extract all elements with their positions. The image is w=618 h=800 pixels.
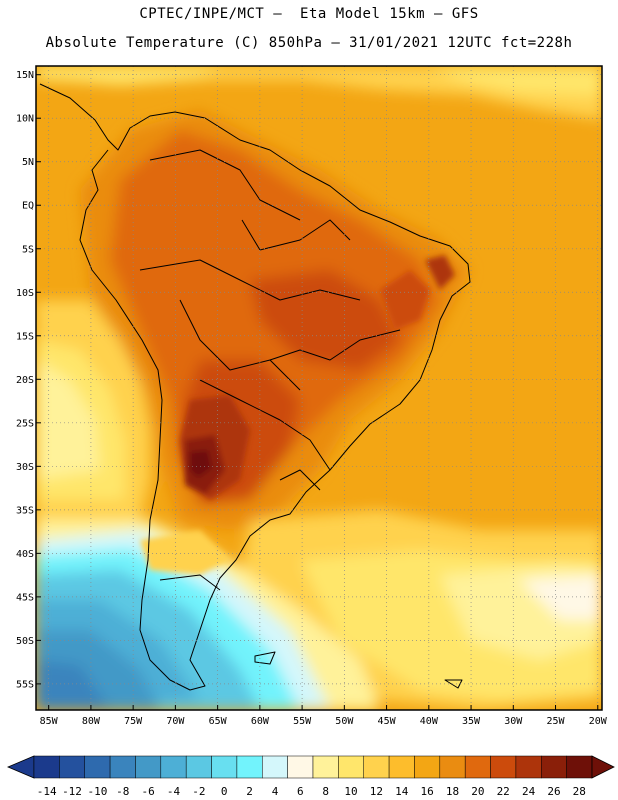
colorbar-label: 16	[420, 785, 433, 798]
lat-label: 5N	[22, 157, 34, 168]
colorbar-label: -4	[167, 785, 181, 798]
lon-label: 35W	[462, 716, 481, 727]
colorbar: -14 -12 -10 -8 -6 -4 -2 0 2 4 6 8 10 12 14 16 18 20 22 24 26…	[6, 755, 615, 798]
colorbar-bin	[439, 755, 466, 779]
colorbar-label: 18	[446, 785, 459, 798]
colorbar-label: 28	[573, 785, 586, 798]
lat-label: 5S	[22, 244, 34, 255]
colorbar-label: 2	[246, 785, 253, 798]
lat-label: 30S	[16, 462, 34, 473]
colorbar-right-arrow	[591, 755, 615, 779]
longitude-labels: 85W 80W 75W 70W 65W 60W 55W 50W 45W 40W 35W 30W 25W 2…	[40, 705, 608, 727]
colorbar-left-arrow	[6, 755, 35, 779]
colorbar-bin	[388, 755, 415, 779]
lat-label: 45S	[16, 592, 34, 603]
colorbar-label: 4	[272, 785, 279, 798]
colorbar-bin	[363, 755, 390, 779]
colorbar-bin	[84, 755, 111, 779]
lat-label: 15N	[16, 70, 34, 81]
lon-label: 25W	[547, 716, 566, 727]
colorbar-bin	[135, 755, 162, 779]
lat-label: 10S	[16, 288, 34, 299]
colorbar-label: -2	[192, 785, 205, 798]
lat-label: 20S	[16, 375, 34, 386]
colorbar-bin	[566, 755, 593, 779]
colorbar-bin	[464, 755, 491, 779]
plot-frame	[35, 65, 603, 711]
colorbar-bin	[236, 755, 263, 779]
colorbar-bin	[109, 755, 136, 779]
lon-label: 40W	[420, 716, 439, 727]
colorbar-label: 14	[395, 785, 409, 798]
colorbar-label: -12	[62, 785, 82, 798]
colorbar-bin	[211, 755, 238, 779]
lon-label: 45W	[378, 716, 397, 727]
colorbar-label: 10	[344, 785, 357, 798]
lon-label: 55W	[293, 716, 312, 727]
colorbar-label: -14	[37, 785, 57, 798]
lat-label: 35S	[16, 505, 34, 516]
colorbar-label: -10	[87, 785, 107, 798]
colorbar-label: 22	[497, 785, 510, 798]
temperature-field	[36, 66, 602, 710]
colorbar-label: 8	[322, 785, 329, 798]
lon-label: 50W	[335, 716, 354, 727]
colorbar-bin	[185, 755, 212, 779]
lon-label: 30W	[504, 716, 523, 727]
lon-label: 65W	[209, 716, 228, 727]
colorbar-bin	[414, 755, 441, 779]
colorbar-label: 0	[221, 785, 228, 798]
lon-label: 75W	[124, 716, 143, 727]
colorbar-bin	[515, 755, 542, 779]
colorbar-label: 20	[471, 785, 484, 798]
colorbar-label: 26	[547, 785, 560, 798]
lon-label: 60W	[251, 716, 270, 727]
colorbar-label: -6	[141, 785, 154, 798]
lat-label: 25S	[16, 418, 34, 429]
colorbar-bin	[338, 755, 364, 779]
colorbar-bin	[160, 755, 187, 779]
lat-label: 50S	[16, 636, 34, 647]
colorbar-bin	[541, 755, 567, 779]
colorbar-label: 12	[370, 785, 383, 798]
lon-label: 80W	[82, 716, 101, 727]
colorbar-label: -8	[116, 785, 129, 798]
lat-label: 55S	[16, 679, 34, 690]
lon-label: 85W	[40, 716, 59, 727]
colorbar-bin	[33, 755, 60, 779]
colorbar-bin	[287, 755, 314, 779]
lon-label: 70W	[166, 716, 185, 727]
title-line-1: CPTEC/INPE/MCT — Eta Model 15km — GFS	[139, 6, 479, 22]
lat-label: 40S	[16, 549, 34, 560]
colorbar-bin	[262, 755, 288, 779]
lon-label: 20W	[589, 716, 608, 727]
lat-label: EQ	[22, 201, 34, 212]
title-line-2: Absolute Temperature (C) 850hPa — 31/01/…	[45, 35, 573, 51]
graticule	[36, 66, 602, 710]
colorbar-label: 24	[522, 785, 536, 798]
colorbar-bin	[312, 755, 339, 779]
colorbar-bin	[490, 755, 517, 779]
lat-label: 10N	[16, 114, 34, 125]
colorbar-bin	[59, 755, 85, 779]
colorbar-label: 6	[297, 785, 304, 798]
lat-label: 15S	[16, 331, 34, 342]
latitude-labels: 15N 10N 5N EQ 5S 10S 15S 20S 25S 30S 35S 40S 45S 50S 5…	[16, 70, 41, 690]
